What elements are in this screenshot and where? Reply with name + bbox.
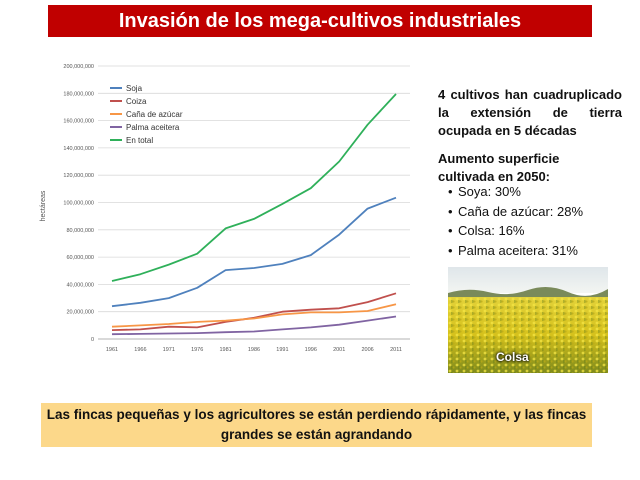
x-tick-label: 1966 (134, 347, 146, 353)
y-tick-label: 80,000,000 (66, 228, 94, 234)
slide-title: Invasión de los mega-cultivos industrial… (48, 5, 592, 37)
y-tick-label: 40,000,000 (66, 282, 94, 288)
list-item: • Palma aceitera: 31% (448, 242, 578, 258)
y-tick-label: 180,000,000 (63, 91, 94, 97)
y-tick-label: 20,000,000 (66, 310, 94, 316)
y-tick-label: 160,000,000 (63, 119, 94, 125)
series-line-ca-a-de-az-car (111, 303, 397, 328)
list-item: • Soya: 30% (448, 184, 521, 199)
increase-heading: Aumento superficie cultivada en 2050: (438, 151, 560, 184)
x-tick-label: 1976 (191, 347, 203, 353)
x-tick-label: 2006 (361, 347, 373, 353)
y-tick-label: 100,000,000 (63, 201, 94, 207)
x-tick-label: 1986 (248, 347, 260, 353)
y-tick-label: 60,000,000 (66, 255, 94, 261)
legend-label: Coiza (126, 97, 147, 106)
x-tick-label: 1991 (276, 347, 288, 353)
x-tick-label: 2001 (333, 347, 345, 353)
legend-label: Palma aceitera (126, 123, 180, 132)
x-tick-label: 1996 (305, 347, 317, 353)
y-tick-label: 120,000,000 (63, 173, 94, 179)
x-tick-label: 2011 (390, 347, 402, 353)
y-axis-label: hectáreas (40, 190, 47, 221)
colsa-field-photo (448, 267, 608, 373)
y-tick-label: 0 (91, 337, 94, 343)
list-item: • Colsa: 16% (448, 223, 525, 238)
legend-label: Caña de azúcar (126, 110, 183, 119)
y-tick-label: 140,000,000 (63, 146, 94, 152)
y-tick-label: 200,000,000 (63, 64, 94, 70)
increase-list: • Soya: 30% • Caña de azúcar: 28% • Colsa: … (448, 182, 583, 260)
list-item: • Caña de azúcar: 28% (448, 203, 584, 219)
summary-text: 4 cultivos han cuadruplicado la extensió… (438, 87, 622, 138)
x-tick-label: 1971 (163, 347, 175, 353)
series-line-palma-aceitera (111, 315, 397, 336)
x-tick-label: 1961 (106, 347, 118, 353)
line-chart: 0 20,000,000 40,000,000 60,000,000 80,000,00… (34, 56, 424, 356)
legend-label: Soja (126, 84, 143, 93)
photo-caption: Colsa (496, 350, 529, 364)
legend-label: En total (126, 136, 153, 145)
footer-note: Las fincas pequeñas y los agricultores s… (41, 403, 592, 447)
x-tick-label: 1981 (219, 347, 231, 353)
series-line-en-total (111, 93, 397, 282)
series-line-soja (111, 196, 397, 308)
